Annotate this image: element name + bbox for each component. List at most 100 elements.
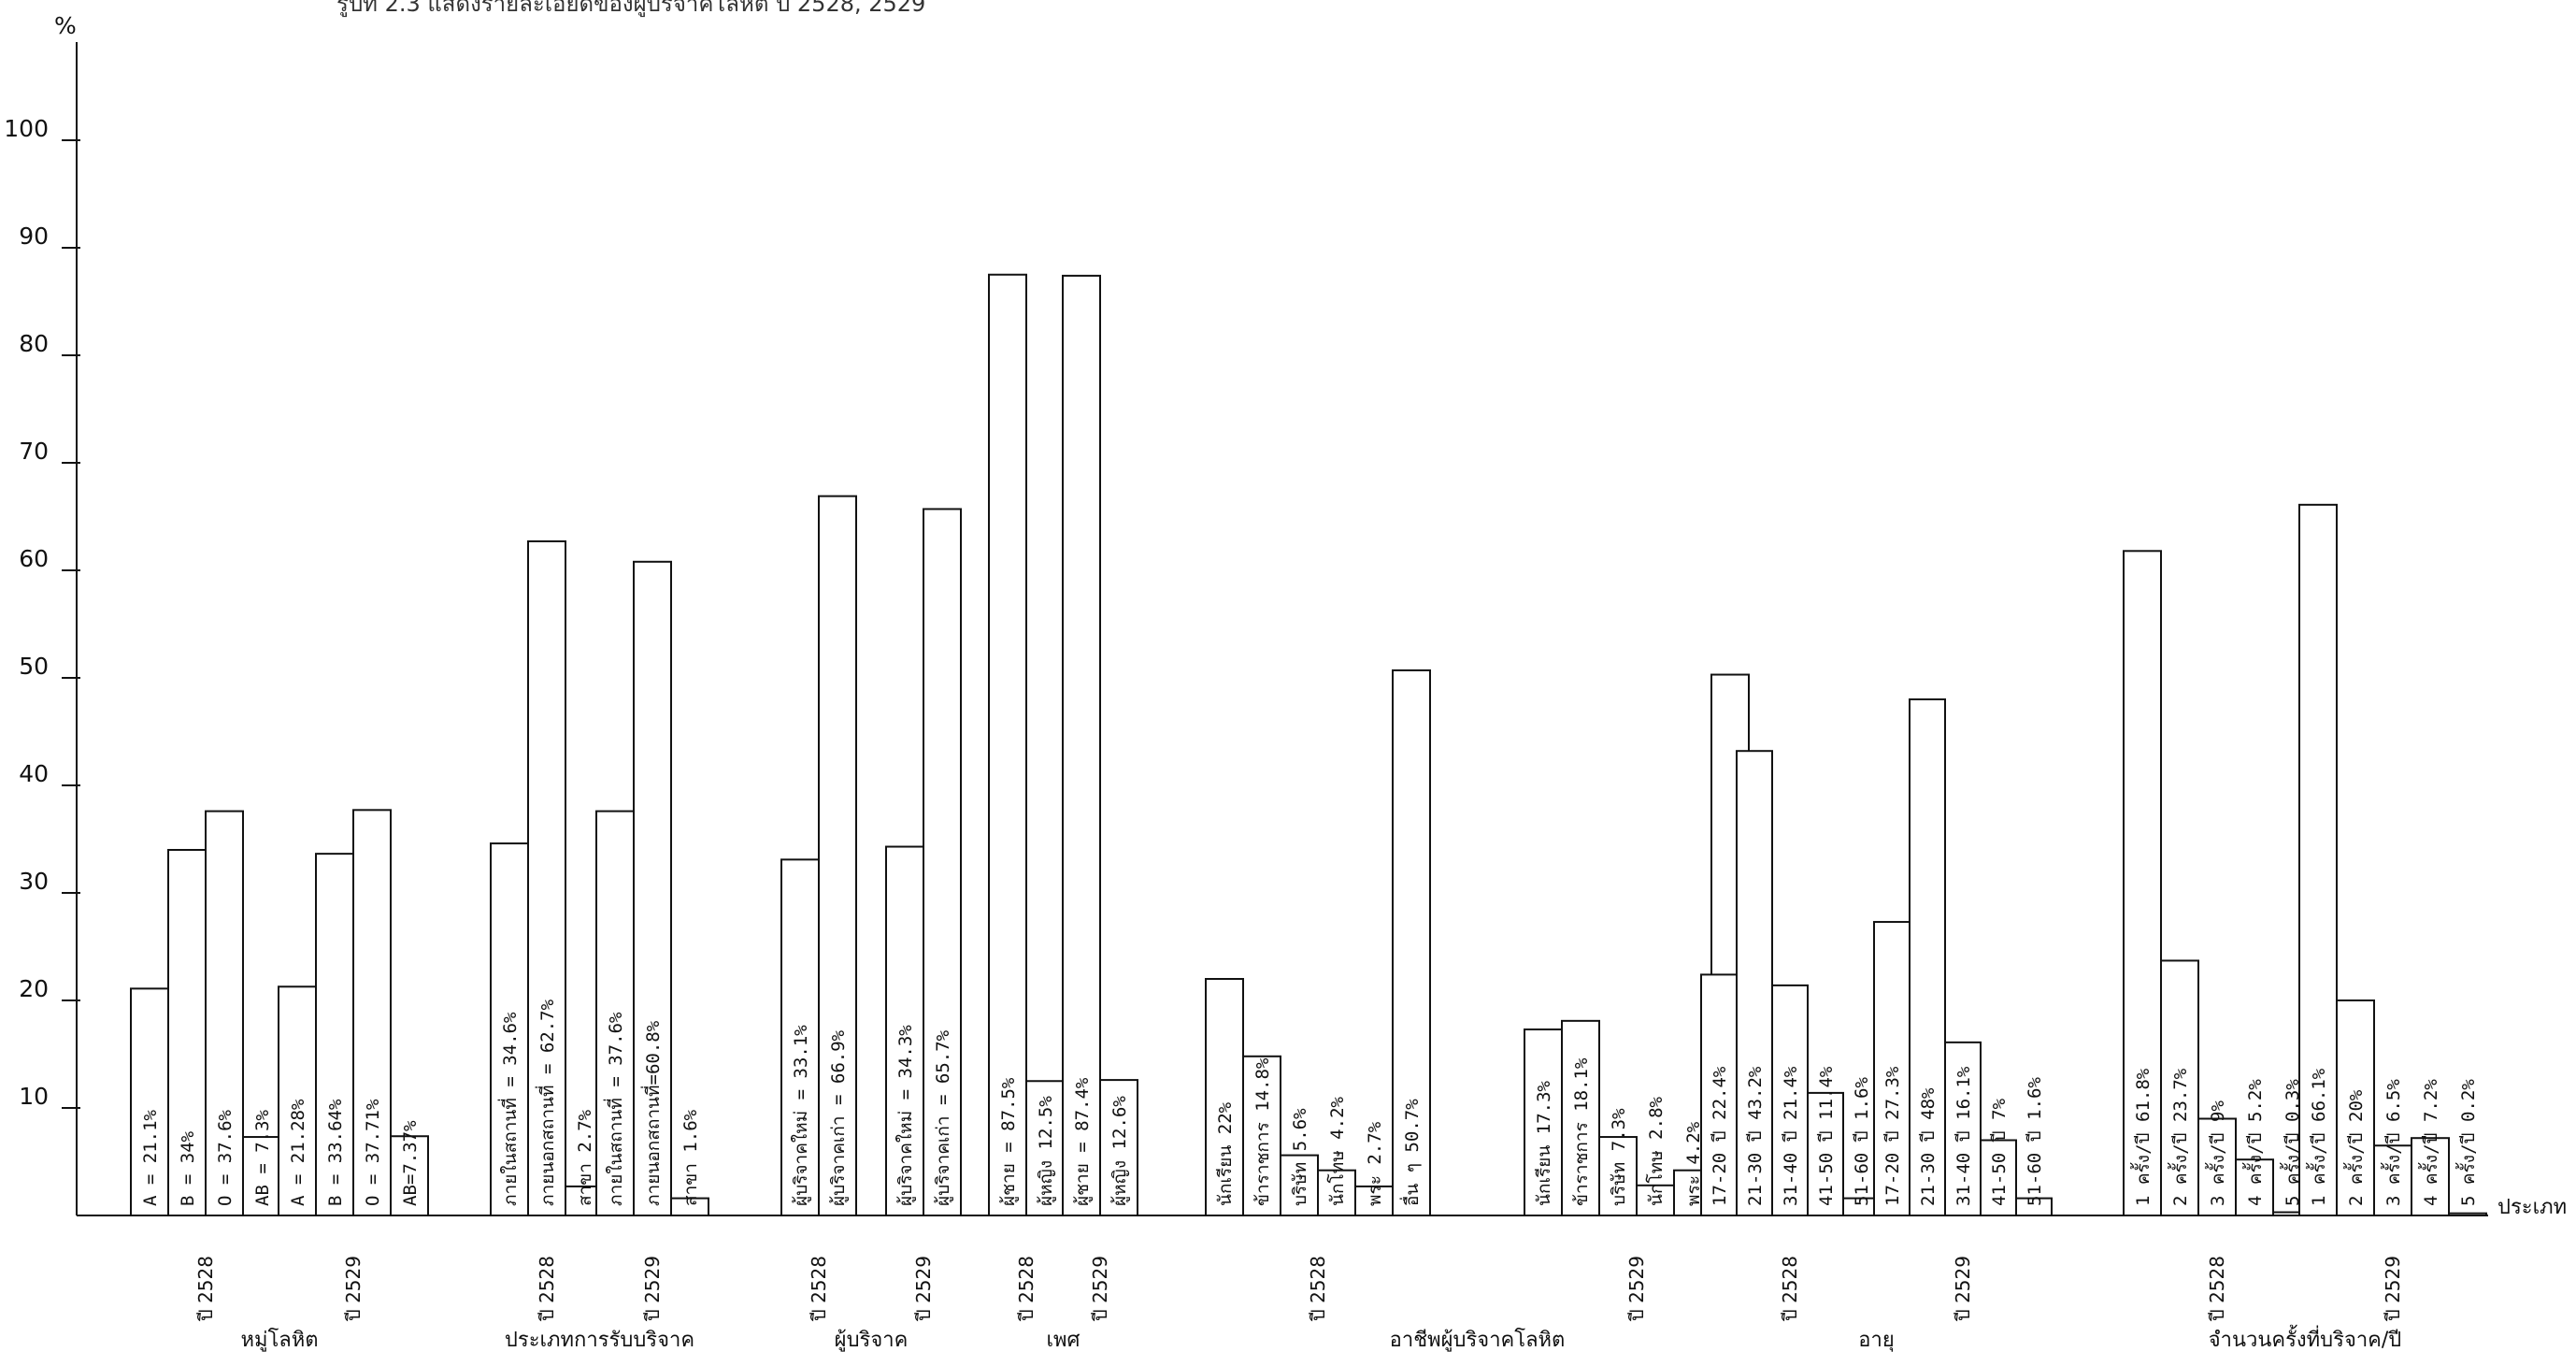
category-label: อาชีพผู้บริจาคโลหิต [1390, 1328, 1566, 1352]
y-axis-unit-label: % [54, 12, 77, 39]
bar-data-label: B = 34% [178, 1130, 198, 1206]
year-label: ปี 2528 [1307, 1256, 1329, 1321]
bar [242, 1136, 281, 1217]
category-group: 1 ครั้ง/ปี 61.8% 2 ครั้ง/ปี 23.7% 3 ครั้ง/… [2123, 503, 2487, 1352]
bar [1636, 1184, 1675, 1217]
y-tick-label: 90 [19, 223, 49, 250]
y-tick-label: 30 [19, 868, 49, 895]
category-label: จำนวนครั้งที่บริจาค/ปี [2209, 1325, 2402, 1352]
bar-data-label: 4 ครั้ง/ปี 5.2% [2242, 1079, 2266, 1206]
y-tick-label: 100 [4, 115, 49, 142]
category-label: ประเภทการรับบริจาค [505, 1329, 694, 1352]
bar-data-label: 51-60 ปี 1.6% [2025, 1077, 2045, 1206]
year-label: ปี 2529 [2382, 1256, 2404, 1321]
bar-data-label: 4 ครั้ง/ปี 7.2% [2418, 1079, 2441, 1206]
bar [2298, 503, 2338, 1216]
bar [1062, 274, 1101, 1216]
y-tick-label: 20 [19, 975, 49, 1002]
bar-data-label: ภายนอกสถานที่ = 62.7% [535, 999, 558, 1206]
bar [885, 845, 924, 1216]
bar-data-label: 41-50 ปี 7% [1989, 1098, 2010, 1206]
year-label: ปี 2528 [1779, 1256, 1801, 1321]
bar [1807, 1091, 1844, 1217]
category-label: เพศ [1047, 1329, 1080, 1352]
bar-data-label: ผู้ชาย = 87.4% [1072, 1077, 1093, 1206]
bar-data-label: นักเรียน 17.3% [1534, 1080, 1554, 1206]
year-label: ปี 2529 [1089, 1256, 1111, 1321]
bar [390, 1135, 429, 1216]
bar [1944, 1041, 1982, 1216]
bar [1242, 1055, 1281, 1217]
y-tick-label: 60 [19, 545, 49, 572]
bar-data-label: อื่น ๆ 50.7% [1399, 1099, 1423, 1206]
year-label: ปี 2528 [536, 1256, 558, 1321]
bar-data-label: ภายในสถานที่ = 37.6% [603, 1012, 626, 1206]
bar-data-label: 31-40 ปี 21.4% [1781, 1066, 1801, 1206]
chart-title: รูปที่ 2.3 แสดงรายละเอียดของผู้บริจาคโลห… [336, 0, 925, 18]
bar-data-label: ผู้บริจาคเก่า = 66.9% [828, 1029, 849, 1206]
bar-data-label: 2 ครั้ง/ปี 23.7% [2168, 1068, 2191, 1206]
bar-data-label: A = 21.28% [288, 1099, 308, 1206]
bar-data-label: 3 ครั้ง/ปี 9% [2205, 1100, 2228, 1206]
bar-data-label: ผู้หญิง 12.5% [1036, 1096, 1056, 1206]
bar [2123, 550, 2162, 1216]
bar [818, 495, 857, 1216]
category-label: อายุ [1858, 1329, 1894, 1352]
year-label: ปี 2528 [194, 1256, 217, 1321]
bar-data-label: ผู้บริจาคเก่า = 65.7% [933, 1029, 953, 1206]
category-group: ผู้บริจาคใหม่ = 33.1% ผู้บริจาคเก่า = 66.… [780, 495, 962, 1352]
bar-data-label: O = 37.6% [215, 1109, 236, 1206]
bar-data-label: 21-30 ปี 43.2% [1745, 1066, 1766, 1206]
bar [130, 987, 169, 1216]
category-label: ผู้บริจาค [835, 1329, 909, 1352]
y-axis: 10 20 30 40 50 60 70 80 90 100 [4, 42, 80, 1215]
bar [352, 809, 392, 1217]
bar-data-label: 5 ครั้ง/ปี 0.2% [2455, 1079, 2479, 1206]
bar [278, 985, 317, 1217]
year-label: ปี 2528 [2206, 1256, 2228, 1321]
bar [1524, 1028, 1563, 1217]
bar [1598, 1136, 1638, 1217]
y-tick-label: 40 [19, 760, 49, 787]
year-label: ปี 2529 [342, 1256, 365, 1321]
y-tick-label: 50 [19, 653, 49, 680]
y-tick-label: 70 [19, 438, 49, 465]
bar-data-label: 1 ครั้ง/ปี 61.8% [2130, 1068, 2154, 1206]
bar-data-label: 31-40 ปี 16.1% [1953, 1066, 1974, 1206]
bar [2411, 1137, 2450, 1216]
category-group: ภายในสถานที่ = 34.6% ภายนอกสถานที่ = 62.7… [490, 539, 709, 1352]
bar-data-label: ผู้บริจาคใหม่ = 34.3% [895, 1025, 916, 1206]
bar-data-label: 51-60 ปี 1.6% [1852, 1077, 1872, 1206]
bar-data-label: 3 ครั้ง/ปี 6.5% [2381, 1079, 2404, 1206]
y-tick-label: 10 [19, 1083, 49, 1110]
category-group: นักเรียน 22% ข้าราชการ 14.8% บริษัท 5.6% นั… [1205, 669, 1750, 1352]
year-label: ปี 2529 [1625, 1256, 1648, 1321]
bar-data-label: ภายในสถานที่ = 34.6% [497, 1012, 521, 1206]
category-group: A = 21.1% B = 34% O = 37.6% AB = 7.3% ปี 252… [130, 809, 429, 1352]
bar-data-label: นักโทษ 4.2% [1326, 1096, 1348, 1206]
bar-data-label: สาขา 2.7% [575, 1109, 595, 1206]
bar-data-label: ผู้บริจาคใหม่ = 33.1% [791, 1025, 811, 1206]
category-label: หมู่โลหิต [240, 1328, 318, 1352]
bar-data-label: นักเรียน 22% [1215, 1101, 1236, 1206]
bar [315, 853, 354, 1216]
year-label: ปี 2528 [1015, 1256, 1038, 1321]
year-label: ปี 2528 [808, 1256, 830, 1321]
bar [205, 810, 244, 1216]
bar [1392, 669, 1431, 1216]
bar-data-label: AB = 7.3% [252, 1109, 273, 1206]
bar-data-label: A = 21.1% [140, 1109, 161, 1206]
bar [1561, 1019, 1600, 1216]
bar-data-label: ผู้หญิง 12.6% [1109, 1096, 1130, 1206]
bar-data-label: 41-50 ปี 11.4% [1816, 1066, 1837, 1206]
bar [2160, 959, 2199, 1216]
bar-data-label: B = 33.64% [325, 1099, 346, 1206]
bar-data-label: 17-20 ปี 22.4% [1710, 1066, 1730, 1206]
bar [595, 810, 635, 1216]
category-group: ผู้ชาย = 87.5% ผู้หญิง 12.5% ปี 2528 ผู้ชาย… [988, 273, 1138, 1352]
bar [633, 560, 672, 1216]
bar-data-label: ข้าราชการ 14.8% [1252, 1057, 1273, 1206]
bar [2336, 999, 2375, 1216]
y-tick-label: 80 [19, 330, 49, 357]
